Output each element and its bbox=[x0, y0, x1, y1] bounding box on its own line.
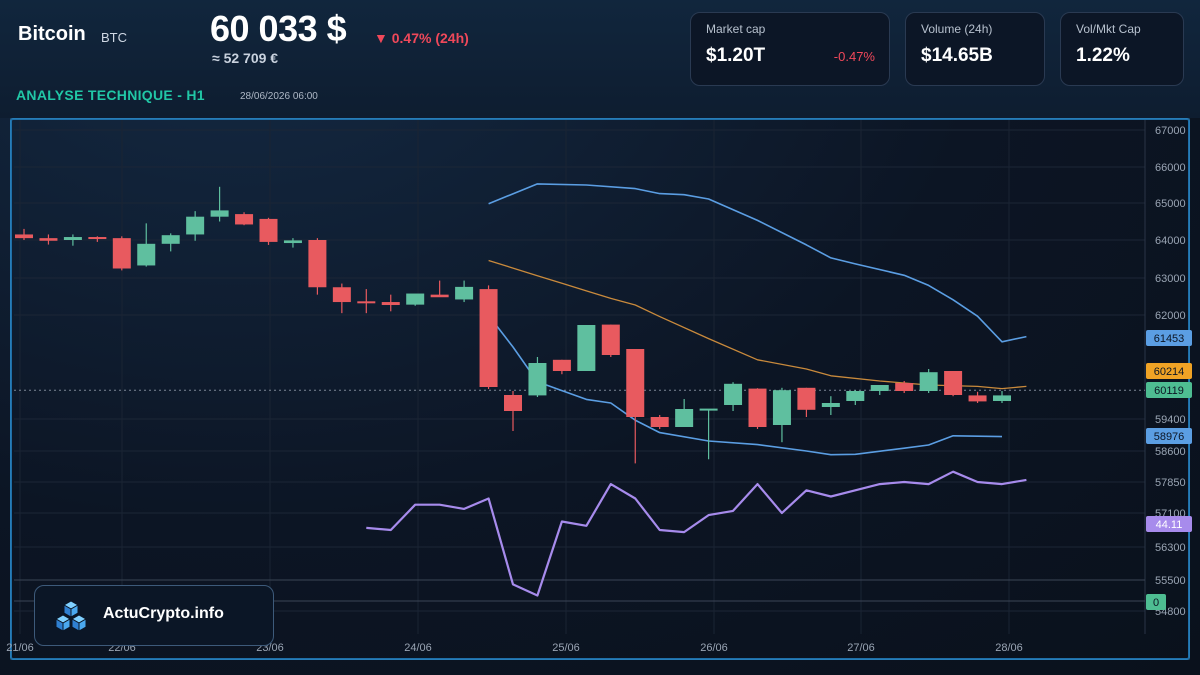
rsi-line bbox=[366, 470, 1027, 597]
candle-body bbox=[430, 294, 449, 298]
y-tick-label: 55500 bbox=[1155, 575, 1186, 587]
chart-datetime: 28/06/2026 06:00 bbox=[240, 91, 318, 102]
candle-body bbox=[332, 287, 351, 303]
volume-label: Volume (24h) bbox=[921, 22, 993, 36]
volume-value: $14.65B bbox=[921, 45, 993, 66]
candle-body bbox=[210, 210, 229, 217]
market-cap-label: Market cap bbox=[706, 22, 766, 36]
y-tick-label: 66000 bbox=[1155, 162, 1186, 174]
coin-name: Bitcoin bbox=[18, 23, 86, 45]
candle-body bbox=[552, 359, 571, 371]
price-tag-rsi bbox=[1146, 516, 1192, 532]
candle-body bbox=[528, 363, 547, 396]
candle-body bbox=[577, 325, 596, 371]
brand-name: ActuCrypto.info bbox=[103, 605, 224, 622]
market-cap-change: -0.47% bbox=[833, 49, 875, 64]
candle-body bbox=[112, 238, 131, 269]
price-tag-upper-band bbox=[1146, 330, 1192, 346]
candle-body bbox=[895, 383, 914, 391]
candle-body bbox=[479, 289, 498, 387]
y-tick-label: 59400 bbox=[1155, 414, 1186, 426]
x-tick-label: 21/06 bbox=[6, 642, 34, 654]
candle-body bbox=[161, 235, 180, 244]
candle-body bbox=[15, 234, 33, 239]
section-title: ANALYSE TECHNIQUE - H1 bbox=[16, 87, 205, 103]
candle-body bbox=[626, 349, 645, 417]
candle-body bbox=[821, 403, 840, 407]
price-tag-label: 60214 bbox=[1154, 366, 1185, 378]
candle-body bbox=[772, 390, 791, 425]
x-tick-label: 28/06 bbox=[995, 642, 1023, 654]
price-tag-lower-band bbox=[1146, 428, 1192, 444]
x-tick-label: 25/06 bbox=[552, 642, 580, 654]
price-tag-moving-average bbox=[1146, 363, 1192, 379]
candle-body bbox=[650, 417, 669, 427]
price-tag-label: 61453 bbox=[1154, 333, 1185, 345]
price-tag-label: 0 bbox=[1153, 597, 1159, 609]
candle-body bbox=[846, 391, 865, 401]
candle-body bbox=[455, 286, 474, 300]
candle-body bbox=[699, 408, 718, 411]
candle-body bbox=[308, 240, 327, 288]
y-tick-label: 57850 bbox=[1155, 477, 1186, 489]
candle-body bbox=[870, 385, 889, 391]
candle-body bbox=[504, 395, 522, 411]
candle-body bbox=[88, 237, 107, 240]
candle-body bbox=[186, 216, 205, 235]
y-tick-label: 62000 bbox=[1155, 310, 1186, 322]
candle-body bbox=[63, 237, 82, 240]
candle-body bbox=[968, 395, 987, 402]
candle-body bbox=[381, 302, 400, 306]
candle-body bbox=[748, 388, 767, 427]
cubes-logo-icon bbox=[54, 600, 88, 632]
price-tag-rsi-zero bbox=[1146, 594, 1166, 610]
candle-body bbox=[357, 301, 376, 304]
candle-body bbox=[724, 383, 743, 405]
vol-mkt-cap-card: Vol/Mkt Cap 1.22% bbox=[1060, 12, 1184, 86]
price-change-24h: ▼ 0.47% (24h) bbox=[374, 30, 469, 46]
y-tick-label: 58600 bbox=[1155, 446, 1186, 458]
candle-body bbox=[601, 324, 620, 355]
y-tick-label: 64000 bbox=[1155, 235, 1186, 247]
y-tick-label: 63000 bbox=[1155, 273, 1186, 285]
coin-ticker: BTC bbox=[101, 30, 127, 45]
market-cap-value: $1.20T bbox=[706, 45, 766, 66]
current-price: 60 033 $ bbox=[210, 8, 347, 49]
price-tag-last-price bbox=[1146, 382, 1192, 398]
y-tick-label: 56300 bbox=[1155, 542, 1186, 554]
candle-body bbox=[259, 218, 278, 242]
candle-body bbox=[39, 238, 58, 241]
x-tick-label: 24/06 bbox=[404, 642, 432, 654]
candle-body bbox=[235, 214, 254, 225]
brand-logo-box[interactable]: ActuCrypto.info bbox=[34, 585, 274, 646]
price-tag-label: 58976 bbox=[1154, 431, 1185, 443]
y-tick-label: 67000 bbox=[1155, 125, 1186, 137]
candle-body bbox=[675, 409, 694, 427]
price-tag-label: 44.11 bbox=[1156, 519, 1183, 531]
candle-body bbox=[919, 372, 938, 391]
vol-mkt-cap-value: 1.22% bbox=[1076, 45, 1130, 66]
price-tag-label: 60119 bbox=[1154, 385, 1184, 397]
candle-body bbox=[797, 387, 816, 410]
upper-bollinger-band bbox=[488, 183, 1027, 343]
candle-body bbox=[406, 293, 425, 305]
candle-body bbox=[944, 371, 963, 395]
candle-body bbox=[137, 243, 156, 266]
y-tick-label: 65000 bbox=[1155, 198, 1186, 210]
candle-body bbox=[283, 240, 302, 244]
price-eur: ≈ 52 709 € bbox=[212, 50, 279, 66]
candle-body bbox=[993, 395, 1011, 401]
x-tick-label: 26/06 bbox=[700, 642, 728, 654]
vol-mkt-cap-label: Vol/Mkt Cap bbox=[1076, 22, 1141, 36]
volume-card: Volume (24h) $14.65B bbox=[905, 12, 1045, 86]
x-tick-label: 27/06 bbox=[847, 642, 875, 654]
market-cap-card: Market cap $1.20T -0.47% bbox=[690, 12, 890, 86]
